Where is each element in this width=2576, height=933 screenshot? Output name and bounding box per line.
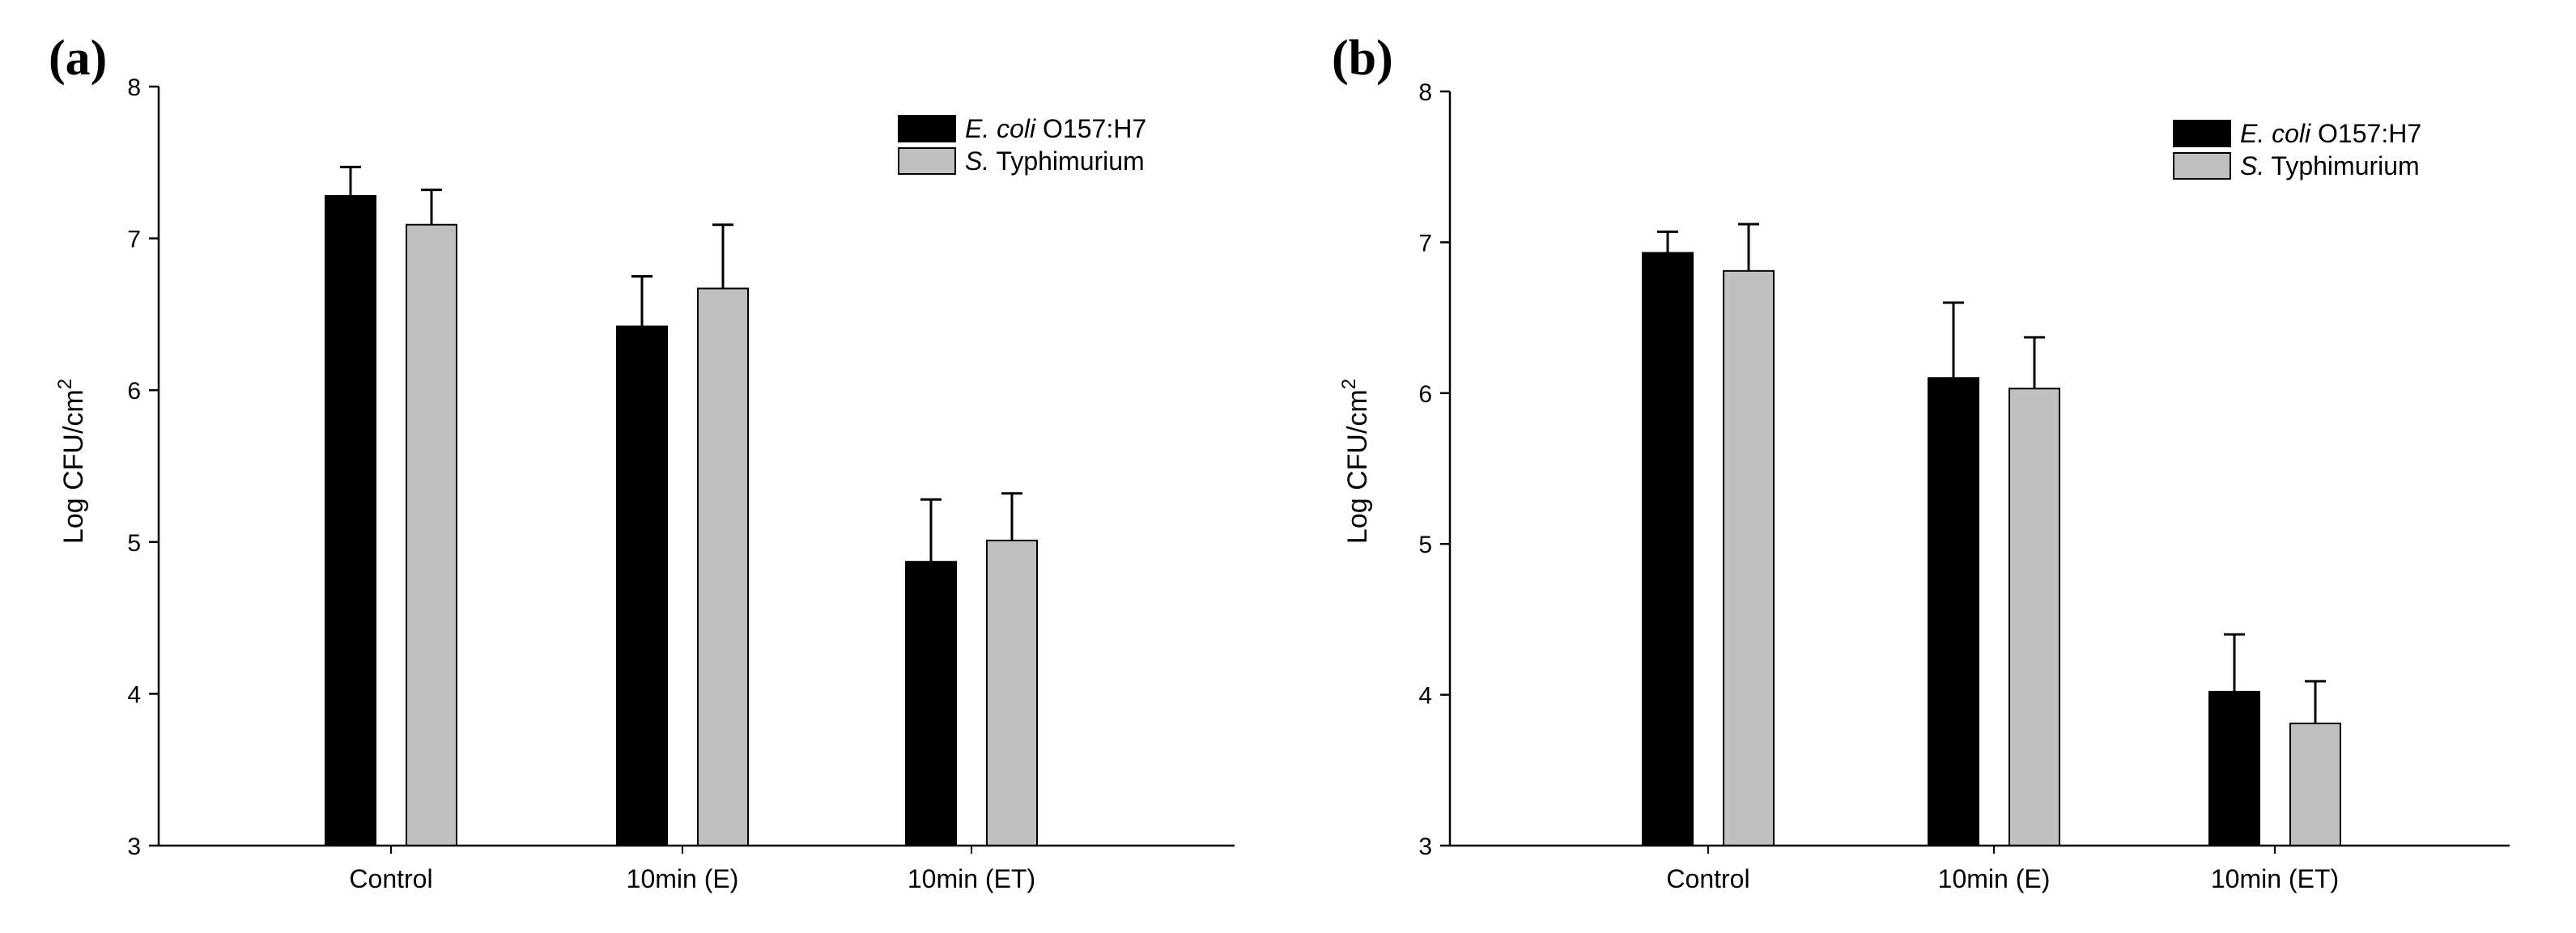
legend-label-styphimurium-rest: Typhimurium xyxy=(2264,151,2419,180)
y-tick-label: 4 xyxy=(127,681,141,708)
bar xyxy=(325,195,376,846)
bar xyxy=(986,539,1038,846)
legend-swatch-styphimurium xyxy=(898,147,956,175)
bar xyxy=(905,561,957,846)
legend-label-ecoli-italic: E. coli xyxy=(965,114,1036,143)
y-tick-label: 5 xyxy=(1418,532,1432,558)
legend-label-ecoli-rest: O157:H7 xyxy=(1035,114,1146,143)
bar xyxy=(2208,690,2260,847)
legend-label-styphimurium: S. Typhimurium xyxy=(965,146,1145,176)
legend-label-styphimurium-italic: S. xyxy=(2240,151,2264,180)
x-tick-label: 10min (E) xyxy=(1938,864,2051,893)
x-tick-label: Control xyxy=(1666,864,1749,893)
legend-label-styphimurium-italic: S. xyxy=(965,146,989,176)
x-tick-label: 10min (ET) xyxy=(908,864,1035,893)
bar xyxy=(406,223,457,846)
legend-label-styphimurium-rest: Typhimurium xyxy=(989,146,1144,176)
y-tick-label: 6 xyxy=(1418,381,1432,408)
y-tick-label: 8 xyxy=(1418,79,1432,106)
legend-label-ecoli: E. coli O157:H7 xyxy=(2240,119,2421,148)
y-axis-label-text: Log CFU/cm xyxy=(1342,389,1373,544)
legend-label-ecoli-italic: E. coli xyxy=(2240,119,2311,148)
panel-a: (a) Log CFU/cm2 Control 10min (E) 10min (E… xyxy=(49,31,1235,893)
bar xyxy=(697,287,749,846)
y-tick-label: 7 xyxy=(1418,230,1432,257)
svg-text:Log CFU/cm2: Log CFU/cm2 xyxy=(1338,379,1373,544)
y-axis-label: Log CFU/cm2 xyxy=(54,379,89,544)
x-tick-label: 10min (E) xyxy=(627,864,739,893)
bar xyxy=(2009,388,2060,846)
panel-b: (b) Log CFU/cm2 Control 10min (E) 10min (E… xyxy=(1332,31,2510,893)
plot-area: Control 10min (E) 10min (ET) 3 4 5 6 7 8 xyxy=(1418,79,2510,893)
x-tick-label: Control xyxy=(349,864,432,893)
y-tick-label: 5 xyxy=(127,530,141,557)
bar xyxy=(1642,252,1694,846)
legend-swatch-ecoli xyxy=(2173,120,2231,147)
y-tick-label: 6 xyxy=(127,378,141,405)
bar xyxy=(2289,723,2341,846)
bar xyxy=(1723,269,1775,847)
legend-label-styphimurium: S. Typhimurium xyxy=(2240,151,2420,180)
y-tick-label: 3 xyxy=(127,833,141,860)
y-axis-label-text: Log CFU/cm xyxy=(58,389,89,544)
legend-label-ecoli: E. coli O157:H7 xyxy=(965,114,1146,143)
legend: E. coli O157:H7 S. Typhimurium xyxy=(898,114,1146,176)
y-axis-label-superscript: 2 xyxy=(54,379,76,389)
legend-label-ecoli-rest: O157:H7 xyxy=(2310,119,2421,148)
y-tick-label: 8 xyxy=(127,74,141,101)
y-axis-label: Log CFU/cm2 xyxy=(1338,379,1373,544)
x-tick-label: 10min (ET) xyxy=(2211,864,2339,893)
legend: E. coli O157:H7 S. Typhimurium xyxy=(2173,119,2421,180)
y-tick-label: 3 xyxy=(1418,833,1432,860)
y-tick-label: 7 xyxy=(127,227,141,253)
svg-text:Log CFU/cm2: Log CFU/cm2 xyxy=(54,379,89,544)
legend-swatch-styphimurium xyxy=(2173,152,2231,180)
y-tick-label: 4 xyxy=(1418,683,1432,710)
bar xyxy=(616,325,668,846)
panel-label: (b) xyxy=(1332,31,1393,86)
legend-swatch-ecoli xyxy=(898,115,956,142)
bar xyxy=(1928,377,1979,847)
y-axis-label-superscript: 2 xyxy=(1338,379,1360,389)
plot-area: Control 10min (E) 10min (ET) 3 4 5 6 7 8 xyxy=(127,74,1235,893)
panel-label: (a) xyxy=(49,31,107,86)
